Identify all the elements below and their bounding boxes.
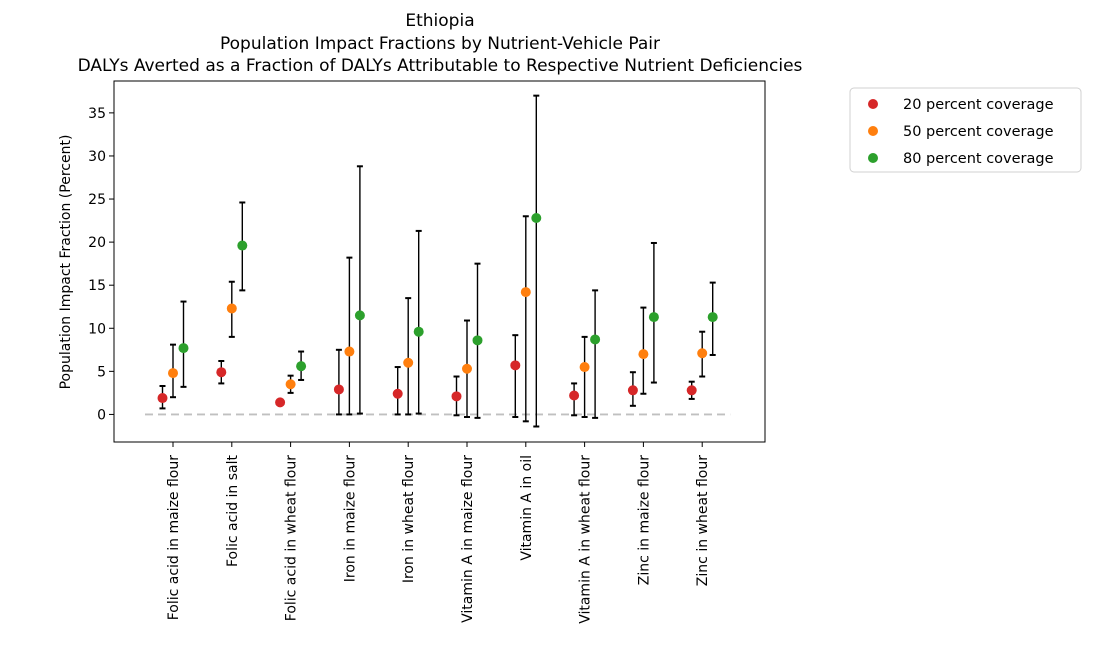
legend-label: 80 percent coverage [903, 151, 1054, 167]
data-point [707, 312, 718, 323]
data-point [451, 391, 462, 402]
x-tick-label: Iron in wheat flour [401, 455, 417, 583]
data-point [178, 343, 189, 354]
x-tick-label: Folic acid in salt [225, 454, 241, 567]
data-point [590, 334, 601, 345]
title-line-1: Ethiopia [405, 11, 474, 31]
data-point [579, 362, 590, 373]
x-tick-label: Zinc in wheat flour [695, 455, 711, 586]
legend-marker [868, 153, 878, 163]
legend-marker [868, 126, 878, 136]
data-point [157, 393, 168, 404]
data-point [392, 388, 403, 399]
data-point [686, 385, 697, 396]
data-point [333, 384, 344, 395]
x-tick-label: Folic acid in wheat flour [284, 455, 300, 621]
data-point [403, 357, 414, 368]
y-tick-label: 35 [88, 106, 106, 122]
error-bars [159, 94, 716, 428]
data-point [285, 379, 296, 390]
legend-frame [849, 87, 1082, 173]
data-point [344, 346, 355, 357]
data-point [168, 368, 178, 379]
data-point [627, 385, 638, 396]
data-point [237, 240, 248, 251]
x-axis: Folic acid in maize flour Folic acid in s… [166, 442, 711, 624]
legend-label: 50 percent coverage [903, 124, 1054, 140]
x-tick-label: Iron in maize flour [342, 455, 358, 582]
y-axis-label: Population Impact Fraction (Percent) [58, 135, 74, 390]
data-point [472, 335, 483, 346]
data-point [638, 349, 649, 360]
data-point [462, 363, 472, 374]
plot-area [113, 80, 766, 443]
legend-marker [868, 99, 878, 109]
data-point [569, 390, 580, 401]
x-tick-label: Vitamin A in oil [519, 455, 535, 561]
y-axis: 0 5 10 15 20 25 30 35 [88, 106, 114, 423]
legend-label: 20 percent coverage [903, 97, 1054, 113]
data-point [413, 326, 424, 337]
y-tick-label: 25 [88, 192, 106, 208]
data-point [354, 310, 365, 321]
data-point [697, 348, 708, 359]
title-line-2: Population Impact Fractions by Nutrient-… [220, 34, 660, 54]
data-point [520, 287, 531, 298]
y-tick-label: 0 [97, 407, 106, 423]
data-point [275, 397, 286, 408]
x-tick-label: Zinc in maize flour [636, 455, 652, 585]
chart-title: Ethiopia Population Impact Fractions by … [78, 11, 803, 76]
title-line-3: DALYs Averted as a Fraction of DALYs Att… [78, 56, 803, 76]
data-point [226, 303, 237, 314]
data-points [157, 212, 718, 408]
x-tick-label: Vitamin A in maize flour [460, 455, 476, 623]
y-tick-label: 30 [88, 149, 106, 165]
data-point [296, 361, 307, 372]
y-tick-label: 5 [97, 364, 106, 380]
legend: 20 percent coverage 50 percent coverage 80… [849, 87, 1082, 173]
data-point [510, 360, 521, 371]
x-tick-label: Vitamin A in wheat flour [578, 455, 594, 624]
y-tick-label: 10 [88, 321, 106, 337]
x-tick-label: Folic acid in maize flour [166, 455, 182, 621]
data-point [648, 312, 659, 323]
data-point [216, 367, 227, 378]
data-point [531, 212, 542, 223]
y-tick-label: 15 [88, 278, 106, 294]
y-tick-label: 20 [88, 235, 106, 251]
